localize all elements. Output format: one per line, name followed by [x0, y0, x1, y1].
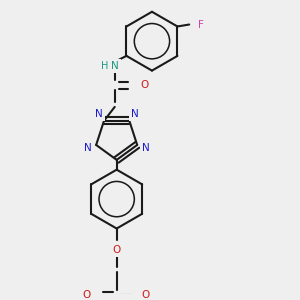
Text: N: N [111, 61, 119, 71]
Text: O: O [141, 290, 149, 300]
Text: N: N [84, 143, 92, 153]
Text: H: H [101, 61, 109, 71]
Text: N: N [142, 143, 149, 153]
Text: N: N [95, 109, 103, 119]
Text: N: N [131, 109, 138, 119]
Text: O: O [112, 245, 121, 255]
Text: O: O [140, 80, 148, 90]
Text: O: O [82, 290, 90, 300]
Text: F: F [198, 20, 204, 29]
